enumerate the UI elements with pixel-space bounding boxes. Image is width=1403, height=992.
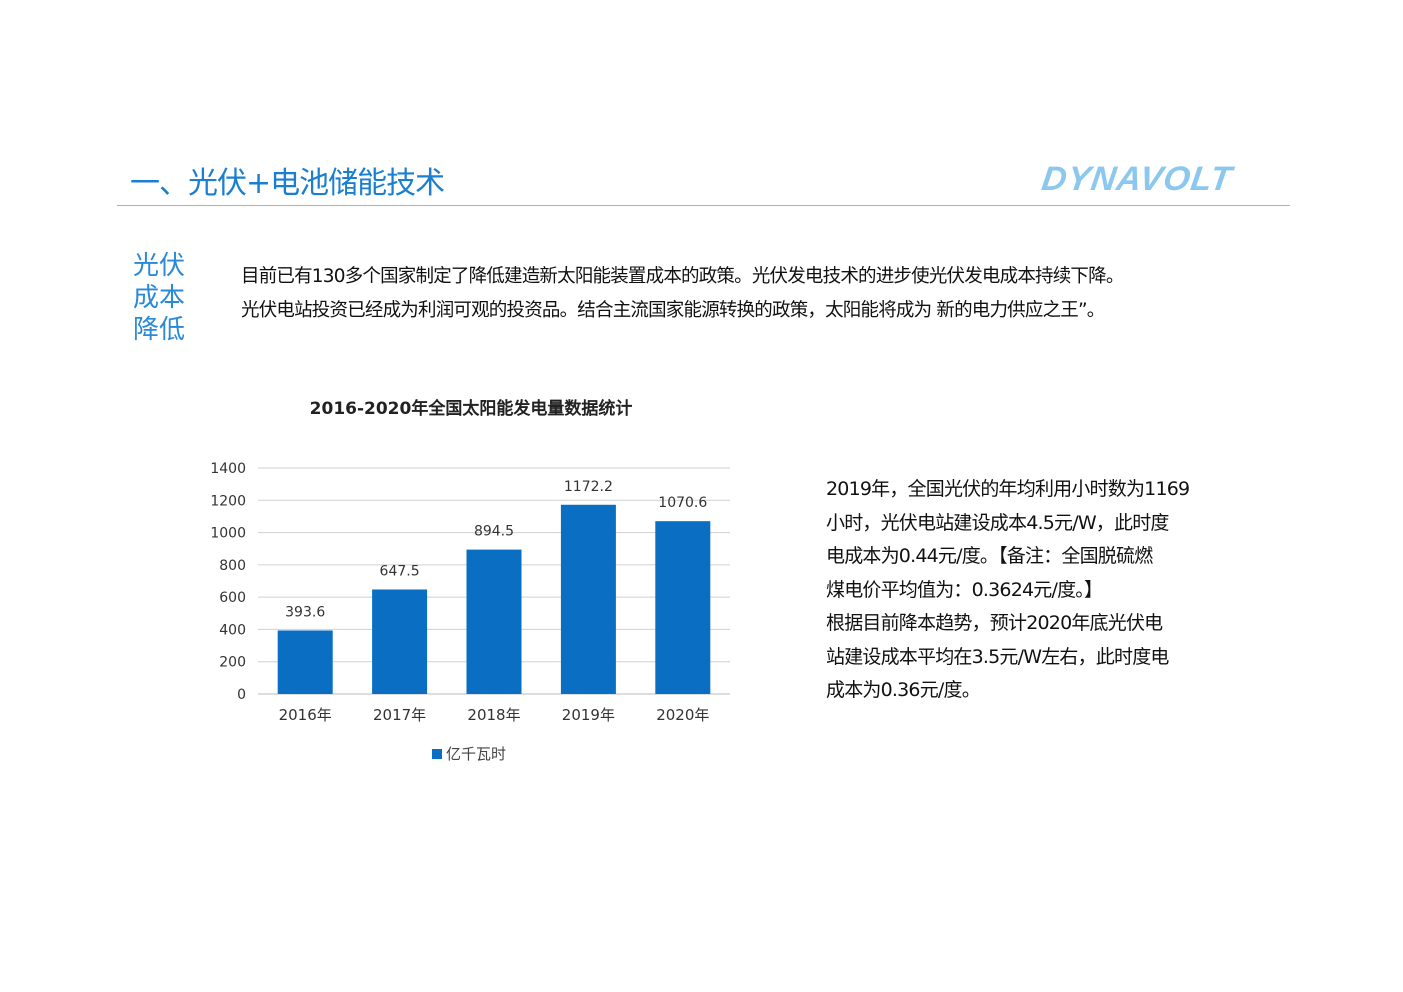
x-tick-label: 2017年	[373, 706, 426, 724]
side-label-line: 光伏	[133, 251, 186, 281]
notes-line: 电成本为0.44元/度。【备注：全国脱硫燃	[826, 545, 1153, 567]
x-tick-label: 2016年	[279, 706, 332, 724]
slide-title: 一、光伏+电池储能技术	[130, 166, 445, 201]
data-label: 894.5	[474, 524, 514, 540]
notes-line: 成本为0.36元/度。	[826, 679, 981, 701]
bar	[372, 589, 428, 694]
y-tick-label: 1400	[210, 461, 246, 477]
y-tick-label: 1000	[210, 526, 246, 542]
notes-paragraph: 2019年，全国光伏的年均利用小时数为1169 小时，光伏电站建设成本4.5元/…	[826, 473, 1190, 708]
notes-line: 2019年，全国光伏的年均利用小时数为1169	[826, 478, 1190, 500]
bar	[277, 630, 333, 694]
x-tick-label: 2018年	[467, 706, 520, 724]
header-divider	[117, 205, 1290, 206]
intro-line: 目前已有130多个国家制定了降低建造新太阳能装置成本的政策。光伏发电技术的进步使…	[241, 266, 1124, 287]
intro-line: 光伏电站投资已经成为利润可观的投资品。结合主流国家能源转换的政策，太阳能将成为 …	[241, 300, 1105, 321]
chart-title: 2016-2020年全国太阳能发电量数据统计	[309, 399, 633, 419]
y-tick-label: 400	[219, 622, 246, 638]
y-tick-label: 1200	[210, 493, 246, 509]
y-tick-label: 200	[219, 655, 246, 671]
side-label-line: 成本	[133, 283, 186, 313]
bar	[655, 521, 711, 694]
data-label: 1172.2	[564, 479, 613, 495]
data-label: 1070.6	[658, 495, 707, 511]
legend-swatch	[432, 748, 442, 759]
notes-line: 煤电价平均值为：0.3624元/度。】	[826, 578, 1103, 601]
bar	[466, 549, 522, 694]
x-tick-label: 2019年	[562, 706, 615, 724]
bar	[560, 504, 616, 694]
x-tick-label: 2020年	[656, 706, 709, 724]
data-label: 393.6	[285, 604, 325, 620]
notes-line: 小时，光伏电站建设成本4.5元/W，此时度	[826, 511, 1169, 534]
legend-label: 亿千瓦时	[446, 745, 507, 763]
side-label: 光伏 成本 降低	[133, 250, 193, 346]
intro-paragraph: 目前已有130多个国家制定了降低建造新太阳能装置成本的政策。光伏发电技术的进步使…	[241, 260, 1124, 328]
y-tick-label: 800	[219, 558, 246, 574]
notes-line: 站建设成本平均在3.5元/W左右，此时度电	[826, 645, 1169, 668]
notes-line: 根据目前降本趋势，预计2020年底光伏电	[826, 612, 1163, 634]
chart-legend: 亿千瓦时	[432, 743, 506, 764]
y-tick-label: 600	[219, 590, 246, 606]
data-label: 647.5	[380, 563, 420, 579]
y-tick-label: 0	[237, 687, 246, 703]
side-label-line: 降低	[133, 315, 186, 345]
